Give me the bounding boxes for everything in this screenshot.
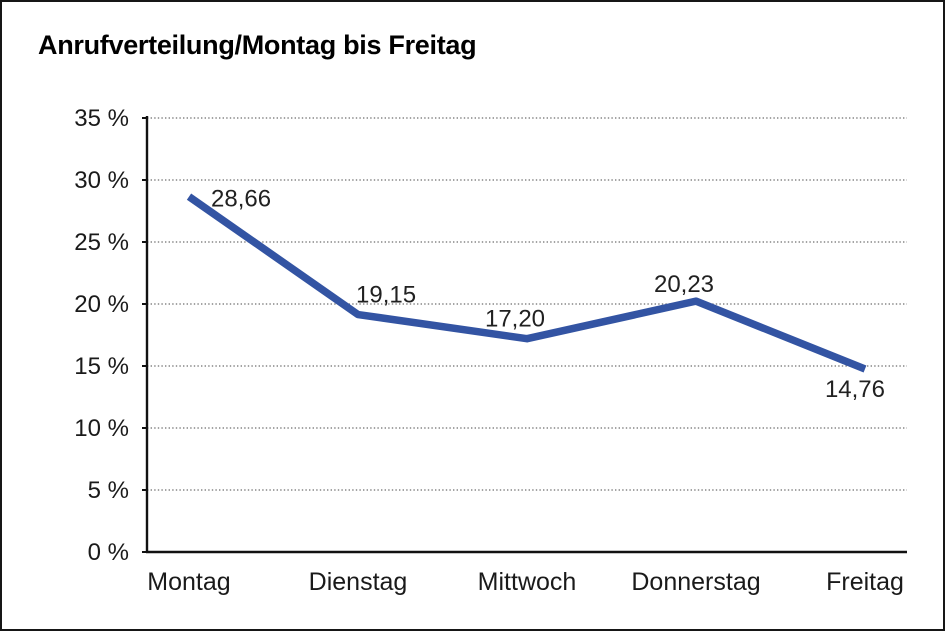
y-tick-label: 20 % <box>74 291 129 318</box>
y-tick-label: 0 % <box>88 539 129 566</box>
y-tick-label: 15 % <box>74 353 129 380</box>
x-category-label: Donnerstag <box>631 568 760 596</box>
x-category-label: Freitag <box>826 568 904 596</box>
x-category-label: Mittwoch <box>478 568 577 596</box>
data-value-label: 14,76 <box>825 376 885 403</box>
data-value-label: 19,15 <box>356 282 416 309</box>
data-value-label: 20,23 <box>654 271 714 298</box>
data-value-label: 28,66 <box>211 186 271 213</box>
x-category-label: Montag <box>147 568 230 596</box>
y-tick-label: 5 % <box>88 477 129 504</box>
chart-title: Anrufverteilung/Montag bis Freitag <box>38 30 477 60</box>
data-value-label: 17,20 <box>485 306 545 333</box>
y-tick-label: 25 % <box>74 229 129 256</box>
x-category-label: Dienstag <box>309 568 408 596</box>
data-series-line <box>186 193 867 373</box>
y-tick-label: 35 % <box>74 105 129 132</box>
y-tick-label: 30 % <box>74 167 129 194</box>
y-tick-label: 10 % <box>74 415 129 442</box>
